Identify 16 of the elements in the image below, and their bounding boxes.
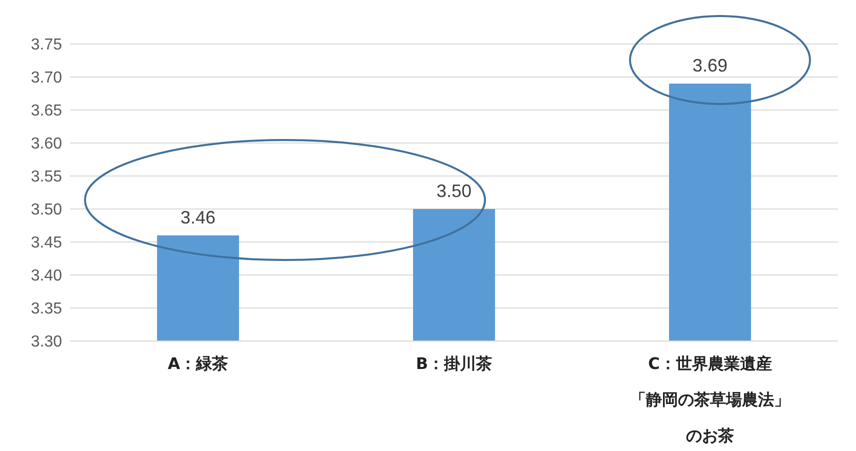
y-tick-label: 3.60	[30, 136, 62, 153]
y-tick-label: 3.45	[30, 234, 62, 252]
y-tick-label: 3.75	[30, 36, 62, 54]
y-tick-label: 3.55	[30, 168, 62, 186]
data-label: 3.69	[692, 56, 728, 76]
y-tick-label: 3.40	[30, 268, 62, 285]
x-tick-label: C：世界農業遺産「静岡の茶草場農法」のお茶	[630, 354, 790, 445]
data-label: 3.46	[180, 207, 216, 228]
y-tick-label: 3.65	[30, 102, 62, 120]
y-tick-label: 3.35	[30, 300, 62, 318]
data-label: 3.50	[436, 181, 472, 201]
y-tick-label: 3.30	[30, 334, 62, 351]
x-tick-label: A：緑茶	[168, 354, 228, 373]
x-tick-label: B：掛川茶	[416, 354, 492, 373]
y-tick-label: 3.50	[30, 202, 62, 219]
y-tick-label: 3.70	[30, 70, 62, 87]
